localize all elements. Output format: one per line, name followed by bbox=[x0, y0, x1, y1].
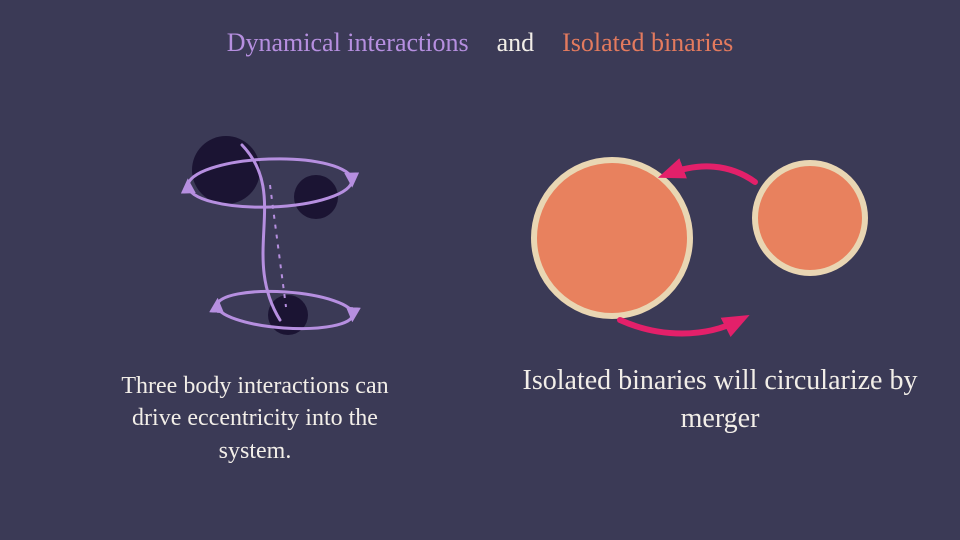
title-row: Dynamical interactions and Isolated bina… bbox=[0, 28, 960, 58]
caption-right: Isolated binaries will circularize by me… bbox=[510, 362, 930, 438]
orbit-link-line bbox=[270, 185, 286, 307]
slide-canvas: Dynamical interactions and Isolated bina… bbox=[0, 0, 960, 540]
binary-arrow-1 bbox=[620, 320, 740, 334]
binary-star-1 bbox=[755, 163, 865, 273]
binary-diagram bbox=[490, 120, 910, 350]
binary-star-0 bbox=[534, 160, 690, 316]
binary-arrow-0 bbox=[668, 166, 755, 182]
title-left: Dynamical interactions bbox=[227, 28, 469, 58]
three-body-diagram bbox=[130, 85, 410, 365]
title-mid: and bbox=[497, 28, 535, 58]
caption-left: Three body interactions can drive eccent… bbox=[95, 370, 415, 467]
title-right: Isolated binaries bbox=[562, 28, 733, 58]
